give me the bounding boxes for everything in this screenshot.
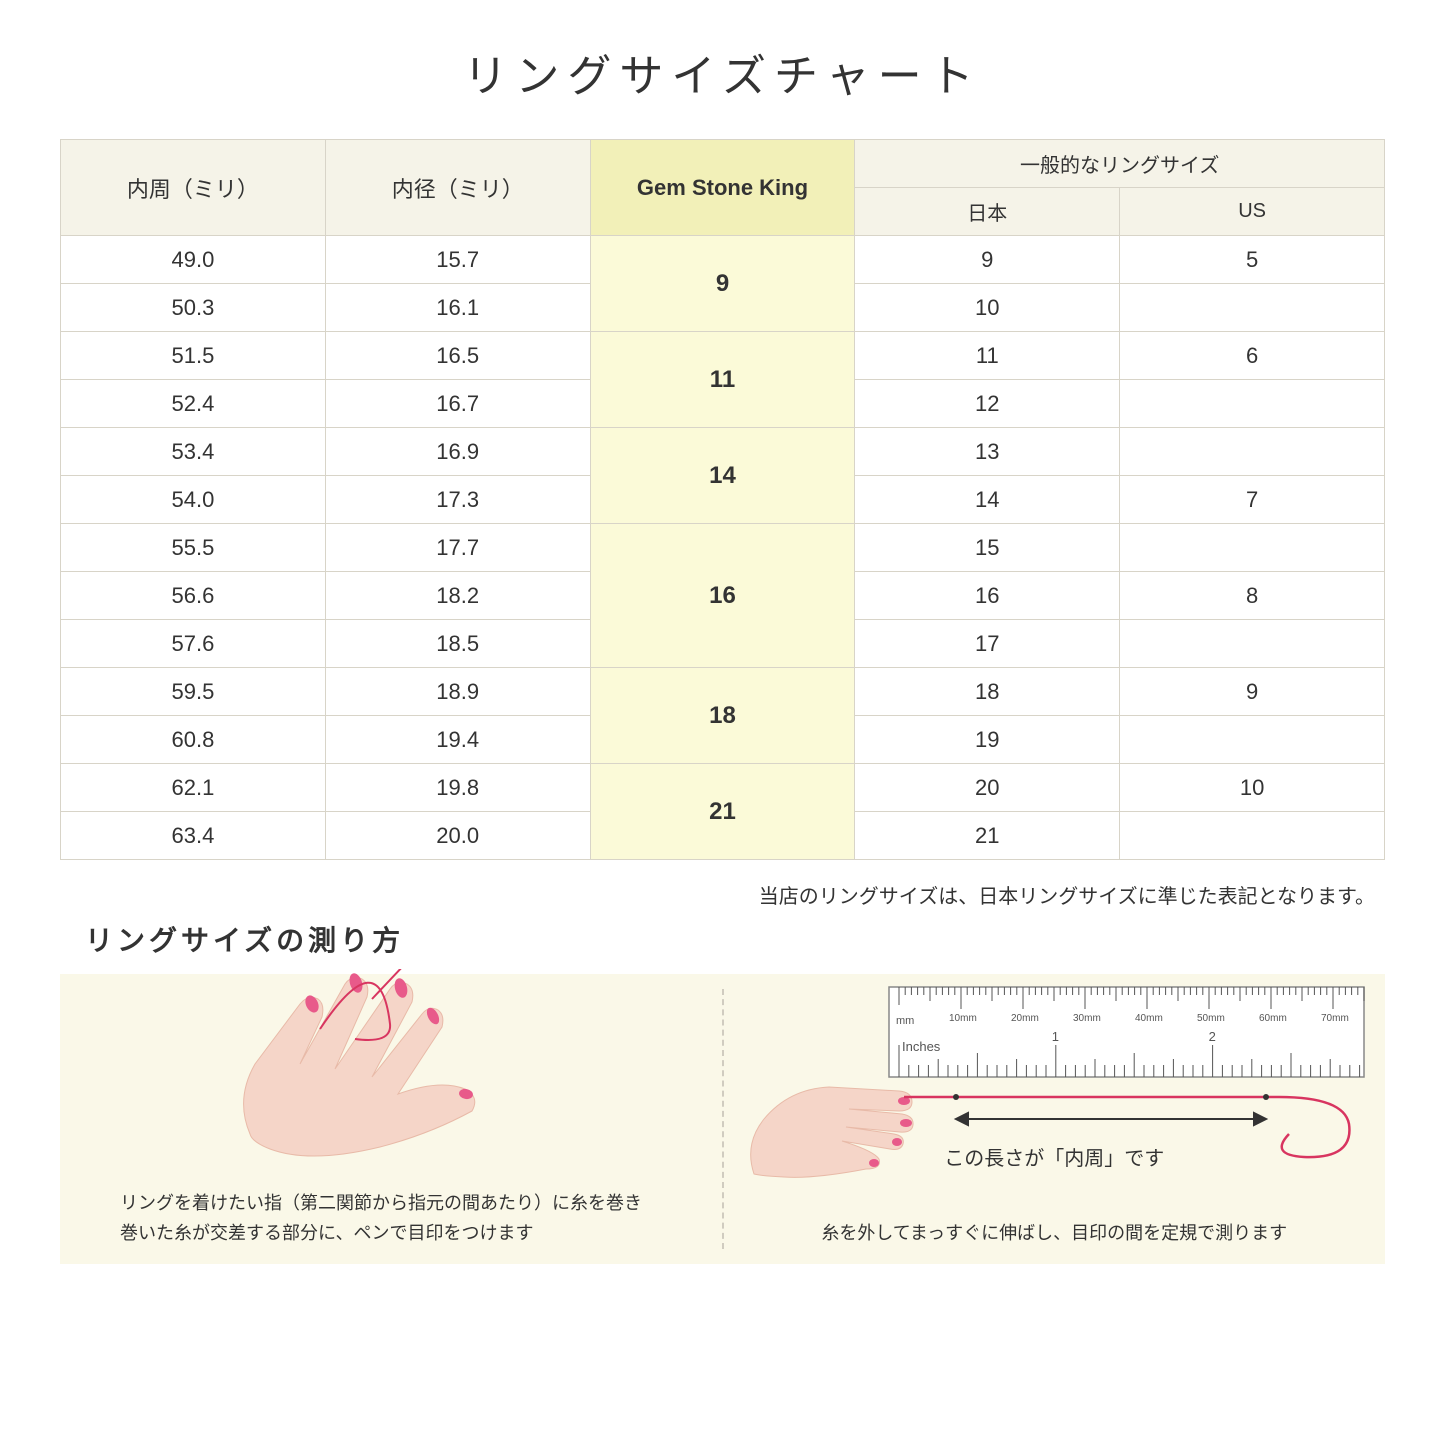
table-row: 51.516.511116: [61, 332, 1385, 380]
right-instruction: 糸を外してまっすぐに伸ばし、目印の間を定規で測ります: [724, 1218, 1386, 1249]
header-gsk: Gem Stone King: [590, 140, 855, 236]
cell-japan: 15: [855, 524, 1120, 572]
svg-text:2: 2: [1208, 1029, 1215, 1044]
table-row: 53.416.91413: [61, 428, 1385, 476]
cell-us: 8: [1120, 572, 1385, 620]
cell-japan: 12: [855, 380, 1120, 428]
cell-japan: 13: [855, 428, 1120, 476]
cell-us: 6: [1120, 332, 1385, 380]
cell-circumference: 51.5: [61, 332, 326, 380]
page-title: リングサイズチャート: [60, 40, 1385, 104]
table-row: 55.517.71615: [61, 524, 1385, 572]
cell-diameter: 17.7: [325, 524, 590, 572]
cell-us: [1120, 620, 1385, 668]
cell-japan: 19: [855, 716, 1120, 764]
cell-diameter: 18.2: [325, 572, 590, 620]
cell-circumference: 56.6: [61, 572, 326, 620]
cell-japan: 10: [855, 284, 1120, 332]
ring-size-table: 内周（ミリ） 内径（ミリ） Gem Stone King 一般的なリングサイズ …: [60, 139, 1385, 860]
cell-us: [1120, 428, 1385, 476]
cell-us: [1120, 524, 1385, 572]
cell-circumference: 54.0: [61, 476, 326, 524]
cell-diameter: 16.7: [325, 380, 590, 428]
cell-us: 9: [1120, 668, 1385, 716]
cell-circumference: 57.6: [61, 620, 326, 668]
cell-japan: 9: [855, 236, 1120, 284]
table-note: 当店のリングサイズは、日本リングサイズに準じた表記となります。: [60, 880, 1375, 909]
svg-text:60mm: 60mm: [1259, 1013, 1287, 1024]
svg-text:10mm: 10mm: [949, 1013, 977, 1024]
cell-us: [1120, 284, 1385, 332]
ruler-mm-label: mm: [896, 1015, 914, 1027]
header-us: US: [1120, 188, 1385, 236]
cell-diameter: 19.4: [325, 716, 590, 764]
cell-circumference: 53.4: [61, 428, 326, 476]
left-panel: リングを着けたい指（第二関節から指元の間あたり）に糸を巻き 巻いた糸が交差する部…: [60, 974, 722, 1264]
cell-circumference: 52.4: [61, 380, 326, 428]
cell-diameter: 20.0: [325, 812, 590, 860]
cell-circumference: 63.4: [61, 812, 326, 860]
svg-text:70mm: 70mm: [1321, 1013, 1349, 1024]
cell-gsk: 21: [590, 764, 855, 860]
hand-wrap-illustration: [180, 969, 600, 1179]
right-panel: 10mm 20mm 30mm 40mm 50mm 60mm 70mm mm 1 2 Inche…: [724, 974, 1386, 1264]
cell-diameter: 16.9: [325, 428, 590, 476]
cell-japan: 20: [855, 764, 1120, 812]
cell-japan: 18: [855, 668, 1120, 716]
cell-gsk: 14: [590, 428, 855, 524]
cell-circumference: 55.5: [61, 524, 326, 572]
header-general: 一般的なリングサイズ: [855, 140, 1385, 188]
cell-japan: 17: [855, 620, 1120, 668]
cell-japan: 16: [855, 572, 1120, 620]
header-circumference: 内周（ミリ）: [61, 140, 326, 236]
cell-diameter: 17.3: [325, 476, 590, 524]
cell-circumference: 50.3: [61, 284, 326, 332]
ruler-inches-label: Inches: [902, 1039, 941, 1054]
cell-japan: 11: [855, 332, 1120, 380]
cell-gsk: 18: [590, 668, 855, 764]
cell-gsk: 9: [590, 236, 855, 332]
measure-title: リングサイズの測り方: [85, 919, 1385, 959]
cell-diameter: 15.7: [325, 236, 590, 284]
measurement-diagram: リングを着けたい指（第二関節から指元の間あたり）に糸を巻き 巻いた糸が交差する部…: [60, 974, 1385, 1264]
cell-gsk: 16: [590, 524, 855, 668]
cell-us: 10: [1120, 764, 1385, 812]
cell-us: [1120, 380, 1385, 428]
cell-circumference: 60.8: [61, 716, 326, 764]
svg-text:1: 1: [1051, 1029, 1058, 1044]
table-row: 59.518.918189: [61, 668, 1385, 716]
cell-us: [1120, 716, 1385, 764]
header-japan: 日本: [855, 188, 1120, 236]
cell-us: 7: [1120, 476, 1385, 524]
cell-us: [1120, 812, 1385, 860]
cell-diameter: 18.5: [325, 620, 590, 668]
cell-gsk: 11: [590, 332, 855, 428]
cell-us: 5: [1120, 236, 1385, 284]
left-instruction: リングを着けたい指（第二関節から指元の間あたり）に糸を巻き 巻いた糸が交差する部…: [120, 1188, 692, 1249]
cell-japan: 21: [855, 812, 1120, 860]
cell-diameter: 16.1: [325, 284, 590, 332]
cell-japan: 14: [855, 476, 1120, 524]
svg-text:40mm: 40mm: [1135, 1013, 1163, 1024]
table-row: 62.119.8212010: [61, 764, 1385, 812]
cell-circumference: 59.5: [61, 668, 326, 716]
cell-diameter: 18.9: [325, 668, 590, 716]
svg-text:30mm: 30mm: [1073, 1013, 1101, 1024]
right-caption: この長さが「内周」です: [724, 1142, 1386, 1171]
cell-circumference: 49.0: [61, 236, 326, 284]
cell-diameter: 19.8: [325, 764, 590, 812]
svg-text:20mm: 20mm: [1011, 1013, 1039, 1024]
cell-diameter: 16.5: [325, 332, 590, 380]
header-diameter: 内径（ミリ）: [325, 140, 590, 236]
table-row: 49.015.7995: [61, 236, 1385, 284]
svg-text:50mm: 50mm: [1197, 1013, 1225, 1024]
cell-circumference: 62.1: [61, 764, 326, 812]
